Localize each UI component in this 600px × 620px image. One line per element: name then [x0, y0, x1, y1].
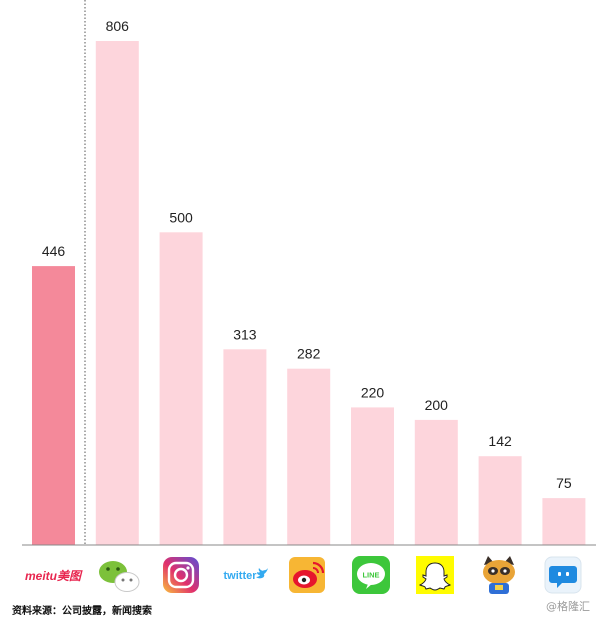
value-labels-group: 446 806 500 313 282 220 200 142 75 — [42, 18, 572, 491]
bar-7 — [478, 456, 522, 545]
value-label-1: 806 — [106, 18, 130, 34]
value-label-6: 200 — [425, 397, 449, 413]
meitu-wordmark-icon: meitu美图 — [25, 569, 83, 583]
watermark: @格隆汇 — [546, 600, 590, 613]
weibo-icon — [289, 557, 325, 593]
line-logo-text: LINE — [362, 571, 379, 580]
instagram-icon — [163, 557, 199, 593]
twitter-wordmark-icon: twitter — [224, 568, 268, 582]
value-label-5: 220 — [361, 384, 385, 400]
line-icon: LINE — [352, 556, 390, 594]
bar-8 — [542, 498, 586, 545]
value-label-2: 500 — [169, 209, 193, 225]
twitter-logo-text: twitter — [224, 570, 258, 582]
meitu-logo-text: meitu美图 — [25, 569, 83, 583]
value-label-0: 446 — [42, 243, 66, 259]
source-note: 资料来源：公司披露，新闻搜索 — [12, 606, 152, 617]
bar-1 — [95, 41, 139, 545]
momo-icon — [544, 556, 582, 594]
value-label-7: 142 — [488, 433, 512, 449]
value-label-4: 282 — [297, 346, 321, 362]
bars-group — [32, 41, 586, 546]
bar-6 — [414, 419, 458, 545]
bar-2 — [159, 232, 203, 546]
value-label-3: 313 — [233, 326, 257, 342]
bar-4 — [287, 368, 331, 545]
snapchat-icon — [416, 556, 454, 594]
wechat-icon — [99, 561, 140, 592]
bar-3 — [223, 349, 267, 545]
bar-0 — [32, 266, 75, 545]
yy-raccoon-icon — [483, 556, 515, 594]
value-label-8: 75 — [556, 475, 572, 491]
bar-5 — [351, 407, 394, 545]
